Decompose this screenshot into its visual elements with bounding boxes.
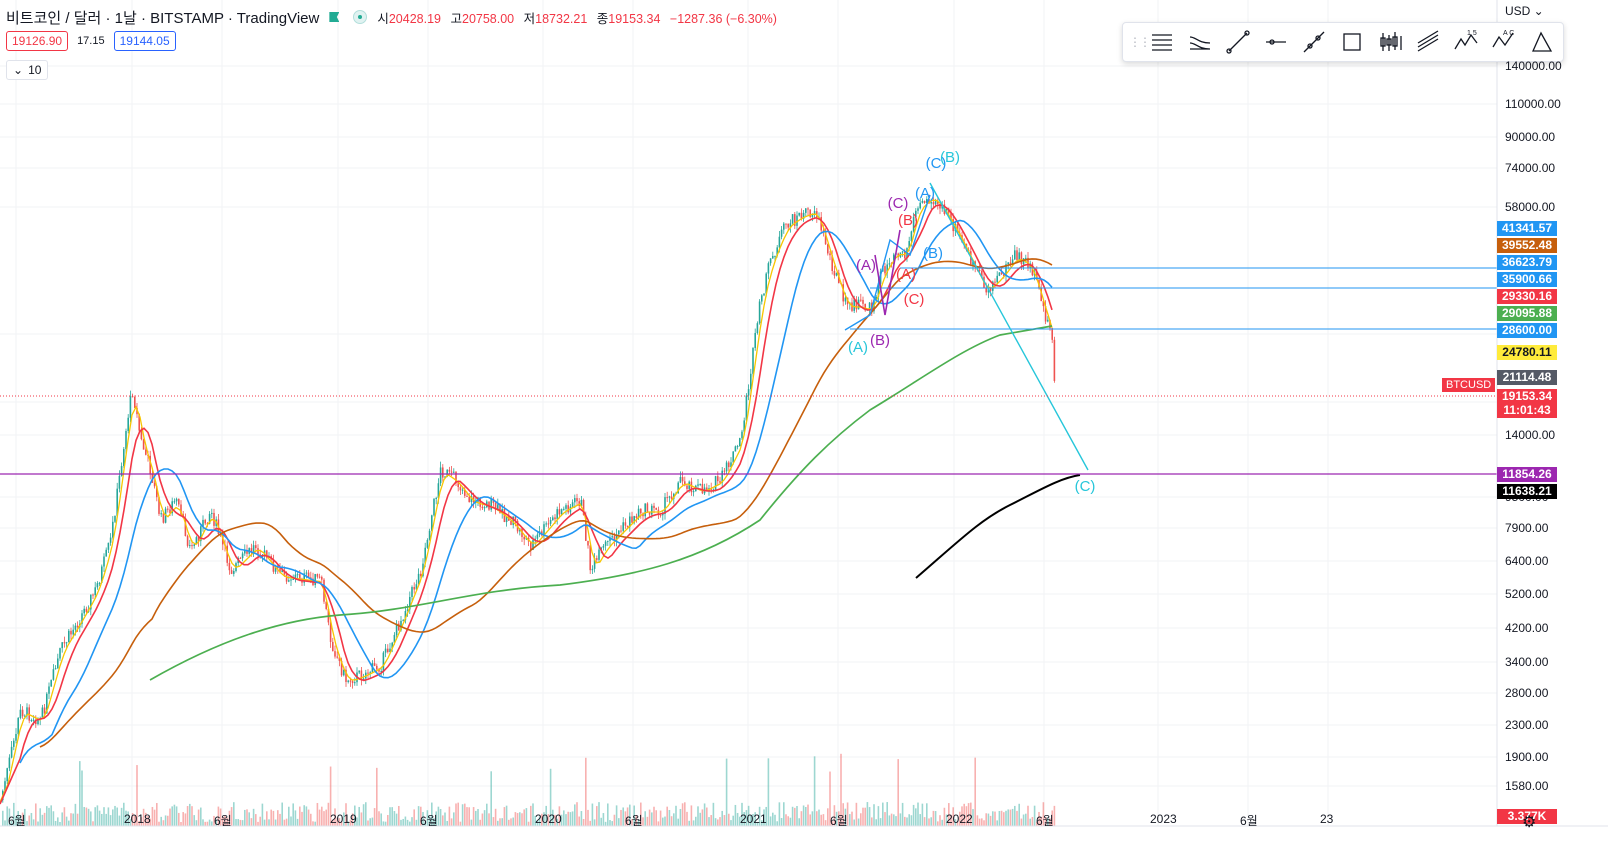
price-tick: 1900.00 [1505,750,1549,764]
axis-price-label: 11:01:43 [1497,403,1557,418]
parallel-channel-icon[interactable] [1181,23,1219,61]
triangle-icon[interactable] [1523,23,1561,61]
price-tick: 6400.00 [1505,554,1549,568]
trade-buttons: 19126.90 17.15 19144.05 [6,31,176,51]
change-value: −1287.36 (−6.30%) [669,11,777,26]
abc-pattern-icon[interactable]: A C [1485,23,1523,61]
wave-label: (A) [896,266,916,283]
price-tick: 140000.00 [1505,59,1562,73]
time-tick: 2019 [330,812,357,826]
drawing-toolbar: ⋮⋮ 1 5 A C [1122,22,1564,62]
axis-price-label: 29095.88 [1497,306,1557,321]
wave-label: (C) [926,155,947,172]
price-tick: 5200.00 [1505,587,1549,601]
ray-icon[interactable] [1295,23,1333,61]
price-tick: 1580.00 [1505,779,1549,793]
axis-price-label: 24780.11 [1497,345,1557,360]
time-tick: 2020 [535,812,562,826]
candles-icon[interactable] [1371,23,1409,61]
axis-price-label: 21114.48 [1497,370,1557,385]
time-tick: 6월 [420,814,438,828]
time-tick: 6월 [625,814,643,828]
svg-text:A C: A C [1503,30,1514,37]
price-tick: 3400.00 [1505,655,1549,669]
symbol-title[interactable]: 비트코인 / 달러 · 1날 · BITSTAMP · TradingView [6,9,320,27]
price-tick: 2300.00 [1505,718,1549,732]
wave-label: (B) [898,212,918,229]
trend-line-icon[interactable] [1219,23,1257,61]
price-tick: 14000.00 [1505,428,1556,442]
time-tick: 6월 [214,814,232,828]
time-tick: 2021 [740,812,767,826]
currency-selector[interactable]: USD ⌄ [1505,4,1544,18]
sell-button[interactable]: 19126.90 [6,31,69,51]
wave-label: (C) [904,291,925,308]
axis-price-label: 19153.34 [1497,389,1557,404]
wave-label: (B) [923,245,943,262]
wave-label: (A) [848,339,868,356]
time-tick: 6월 [830,814,848,828]
price-tick: 4200.00 [1505,621,1549,635]
axis-price-label: 29330.16 [1497,289,1557,304]
wave-label: (A) [915,185,935,202]
wave-label: (A) [856,257,876,274]
time-tick: 2018 [124,812,151,826]
pitchfork-icon[interactable] [1409,23,1447,61]
axis-price-label: 3.377K [1497,809,1557,824]
time-tick: 2022 [946,812,973,826]
wave-label: (B) [940,149,960,166]
axis-price-label: 11854.26 [1497,467,1557,482]
time-tick: 6월 [8,814,26,828]
axis-price-label: 35900.66 [1497,272,1557,287]
elliott-wave-icon[interactable]: 1 5 [1447,23,1485,61]
axis-price-label: 28600.00 [1497,323,1557,338]
market-status-icon[interactable] [353,10,368,24]
axis-price-label: 39552.48 [1497,238,1557,253]
chart-grid [0,0,1497,826]
flag-icon[interactable] [329,12,340,22]
rectangle-icon[interactable] [1333,23,1371,61]
moving-averages [0,199,1053,805]
axis-price-label: 41341.57 [1497,221,1557,236]
time-tick: 2023 [1150,812,1177,826]
svg-text:1 5: 1 5 [1467,30,1477,37]
symbol-price-tag: BTCUSD [1442,378,1496,392]
indicator-count: 10 [28,63,42,77]
horizontal-ray-icon[interactable] [1257,23,1295,61]
drag-handle-icon[interactable]: ⋮⋮ [1129,35,1151,49]
time-tick: 23 [1320,812,1334,826]
buy-button[interactable]: 19144.05 [113,31,176,51]
price-tick: 110000.00 [1505,97,1561,111]
price-tick: 7900.00 [1505,521,1549,535]
wave-label: (C) [888,195,909,212]
volume-bars [2,753,1056,826]
spread-value: 17.15 [77,35,105,47]
time-tick: 6월 [1036,814,1054,828]
elliott-wave-drawings: (A) (B)(A)(C)(B)(A)(C)(B)(A)(C)(B)(C) [844,149,1096,579]
price-tick: 2800.00 [1505,686,1549,700]
horizontal-lines-icon[interactable] [1143,23,1181,61]
candlestick-series [2,194,1056,803]
ohlc-values: 시20428.19 고20758.00 저18732.21 종19153.34 … [377,11,777,26]
price-tick: 58000.00 [1505,200,1556,214]
time-tick: 6월 [1240,814,1258,828]
price-tick: 74000.00 [1505,161,1556,175]
indicators-toggle[interactable]: ⌄ 10 [6,60,49,80]
axis-price-label: 36623.79 [1497,255,1557,270]
horizontal-lines [850,267,1497,330]
price-tick: 90000.00 [1505,130,1556,144]
chevron-down-icon: ⌄ [13,63,24,77]
wave-label: (B) [870,332,890,349]
gear-icon[interactable]: ⚙ [1522,814,1537,831]
wave-label: (C) [1075,478,1096,495]
chart-header: 비트코인 / 달러 · 1날 · BITSTAMP · TradingView … [6,6,783,28]
axis-price-label: 11638.21 [1497,484,1557,499]
